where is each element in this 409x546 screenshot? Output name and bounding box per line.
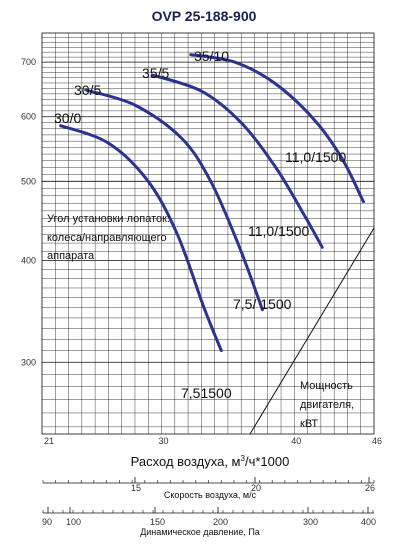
curve-series-1 <box>84 88 264 312</box>
blade-note-line-1: Угол установки лопаток: <box>47 213 170 225</box>
pressure-label-200: 200 <box>213 517 228 527</box>
velocity-label-20: 20 <box>251 483 261 493</box>
y-tick-label: 600 <box>21 112 36 122</box>
velocity-axis-title: Скорость воздуха, м/с <box>164 490 257 500</box>
curve-label-30-5: 30/5 <box>74 82 101 98</box>
velocity-label-15: 15 <box>131 483 141 493</box>
pressure-label-400: 400 <box>361 517 376 527</box>
x-tick-label: 40 <box>291 436 301 446</box>
power-label-35-5: 11,0/1500 <box>248 223 309 239</box>
curve-series-0 <box>59 124 223 353</box>
y-tick-label: 400 <box>21 255 36 265</box>
curve-label-35-5: 35/5 <box>142 65 169 81</box>
pressure-label-150: 150 <box>150 517 165 527</box>
y-tick-label: 500 <box>21 176 36 186</box>
curve-series-2 <box>150 73 324 249</box>
power-limit-line <box>249 227 375 435</box>
curve-label-30-0: 30/0 <box>54 110 81 126</box>
x-tick-label: 46 <box>372 436 382 446</box>
pressure-label-90: 90 <box>42 517 52 527</box>
y-tick-label: 700 <box>21 57 36 67</box>
chart-title: OVP 25-188-900 <box>152 8 257 24</box>
power-note-line-3: кВТ <box>300 418 318 430</box>
pressure-label-100: 100 <box>66 517 81 527</box>
pressure-ticks <box>42 507 374 513</box>
blade-note-line-3: аппарата <box>47 250 95 262</box>
velocity-ticks <box>42 477 375 483</box>
blade-note-line-2: колеса/направляющего <box>47 232 167 244</box>
power-note-line-2: двигателя, <box>300 399 354 411</box>
y-tick-label: 300 <box>21 357 36 367</box>
power-label-30-5: 7,5/ 1500 <box>233 296 292 312</box>
pressure-label-300: 300 <box>303 517 318 527</box>
curve-series-3 <box>189 53 365 204</box>
velocity-label-26: 26 <box>365 483 375 493</box>
axis-ticks: 300 400 500 600 700 21 30 40 46 <box>21 57 382 446</box>
curve-label-35-10: 35/10 <box>194 48 229 64</box>
x-tick-label: 30 <box>159 436 169 446</box>
power-label-35-10: 11,0/1500 <box>285 149 346 165</box>
pressure-axis-title: Динамическое давление, Па <box>140 527 260 537</box>
plot-frame <box>41 32 375 435</box>
power-label-30-0: 7,51500 <box>181 385 232 401</box>
x-tick-label: 21 <box>44 436 54 446</box>
curves <box>59 53 365 353</box>
x-axis-title: Расход воздуха, м3/ч*1000 <box>131 454 290 469</box>
power-note-line-1: Мощность <box>300 380 353 392</box>
